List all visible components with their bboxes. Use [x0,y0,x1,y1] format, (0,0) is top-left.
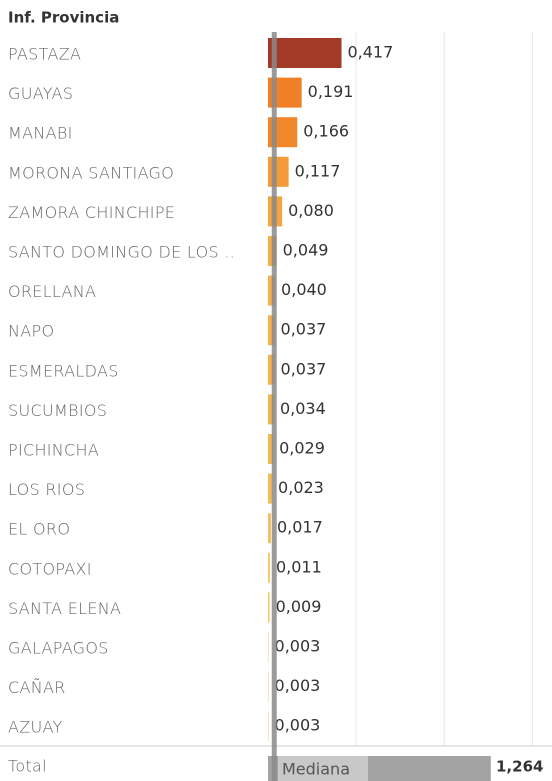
value-label: 0,037 [281,320,327,339]
category-label: GALAPAGOS [8,639,109,658]
bar [268,552,270,583]
category-label: PASTAZA [8,45,81,64]
category-label: NAPO [8,322,54,341]
value-label: 0,049 [283,241,329,260]
category-label: SANTO DOMINGO DE LOS .. [8,243,235,262]
value-label: 0,034 [280,399,326,418]
value-label: 0,037 [281,359,327,378]
value-label: 0,003 [275,637,321,656]
category-label: LOS RIOS [8,480,85,499]
value-label: 0,166 [303,122,349,141]
reference-label: Mediana [282,760,350,779]
category-label: CAÑAR [8,678,66,697]
category-label: AZUAY [8,718,63,737]
bar [268,632,269,662]
value-label: 0,011 [276,557,322,576]
category-label: ESMERALDAS [8,361,119,380]
value-label: 0,417 [347,43,393,62]
chart-title: Inf. Provincia [8,9,119,27]
category-label: PICHINCHA [8,441,99,460]
bar [268,156,289,187]
bar [268,354,275,385]
value-label: 0,009 [276,597,322,616]
bar [268,315,275,346]
value-label: 0,003 [275,716,321,735]
bar [268,671,269,702]
category-label: ORELLANA [8,282,96,301]
bar [268,513,271,544]
bar [268,275,276,306]
category-label: MORONA SANTIAGO [8,163,174,182]
category-label: MANABI [8,124,73,143]
category-label: ZAMORA CHINCHIPE [8,203,175,222]
reference-label-box [278,756,368,781]
total-label: Total [8,757,47,776]
total-value: 1,264 [496,758,543,776]
value-label: 0,191 [308,82,354,101]
value-label: 0,003 [275,676,321,695]
category-label: GUAYAS [8,84,73,103]
value-label: 0,029 [279,439,325,458]
value-label: 0,040 [281,280,327,299]
value-label: 0,080 [288,201,334,220]
category-label: SUCUMBIOS [8,401,107,420]
bar [268,394,274,425]
value-label: 0,017 [277,518,323,537]
bar [268,711,269,742]
bar [268,38,342,68]
value-label: 0,117 [295,161,341,180]
category-label: SANTA ELENA [8,599,121,618]
bar [268,434,274,464]
category-label: EL ORO [8,520,70,539]
value-label: 0,023 [278,478,324,497]
bar [268,592,270,623]
category-label: COTOPAXI [8,559,92,578]
bar [268,473,273,504]
